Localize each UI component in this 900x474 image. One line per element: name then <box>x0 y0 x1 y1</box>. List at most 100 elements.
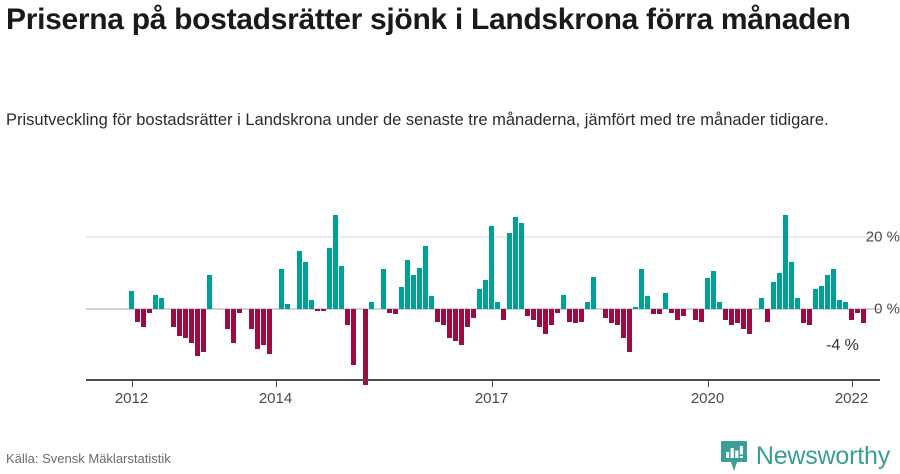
brand-name: Newsworthy <box>755 441 890 470</box>
bar <box>399 287 404 309</box>
bar <box>627 309 632 353</box>
y-axis-label: 20 % <box>865 228 900 246</box>
x-axis-tick-mark <box>131 381 133 387</box>
bar <box>717 301 722 309</box>
bar <box>699 309 704 322</box>
bar <box>309 300 314 309</box>
bar <box>483 280 488 309</box>
bar <box>795 298 800 309</box>
bar <box>735 309 740 324</box>
x-axis-label: 2012 <box>114 390 149 407</box>
bar <box>231 309 236 344</box>
bar <box>339 265 344 309</box>
bar <box>723 309 728 320</box>
bar-chart-pin-icon <box>720 441 747 471</box>
bar <box>789 262 794 309</box>
bar <box>813 289 818 309</box>
bar <box>417 267 422 309</box>
bar <box>531 309 536 320</box>
bar <box>489 226 494 309</box>
y-axis-label: 0 % <box>874 300 900 318</box>
bar <box>843 301 848 309</box>
bar <box>255 309 260 349</box>
bar <box>669 309 674 313</box>
bar <box>201 309 206 353</box>
bar <box>621 309 626 338</box>
bar <box>477 289 482 309</box>
bar <box>387 309 392 313</box>
bar <box>195 309 200 356</box>
bar <box>189 309 194 344</box>
bar <box>561 294 566 309</box>
bar <box>657 309 662 315</box>
bar <box>747 309 752 335</box>
bar <box>135 309 140 322</box>
bar <box>495 301 500 309</box>
bar <box>507 233 512 309</box>
bar <box>759 298 764 309</box>
bar <box>441 309 446 326</box>
x-axis-tick-mark <box>275 381 277 387</box>
bar <box>777 273 782 309</box>
bar <box>573 309 578 324</box>
bar <box>645 296 650 309</box>
bar <box>579 309 584 322</box>
bar <box>393 309 398 315</box>
bar <box>369 301 374 309</box>
bar <box>825 274 830 309</box>
bar <box>405 260 410 309</box>
bar <box>543 309 548 335</box>
x-axis-label: 2017 <box>474 390 509 407</box>
bar <box>801 309 806 324</box>
bar <box>267 309 272 354</box>
bar <box>609 309 614 324</box>
bar <box>333 215 338 309</box>
bar <box>555 309 560 313</box>
bar <box>303 262 308 309</box>
bar <box>429 296 434 309</box>
x-axis-tick-mark <box>851 381 853 387</box>
bar <box>639 269 644 309</box>
bar <box>591 276 596 309</box>
bar <box>537 309 542 327</box>
bar <box>447 309 452 338</box>
bar <box>729 309 734 326</box>
gridline-20 <box>86 236 880 238</box>
bar <box>855 309 860 313</box>
bar-series <box>0 195 900 395</box>
bar <box>345 309 350 326</box>
x-axis-line <box>86 379 880 381</box>
bar <box>159 298 164 309</box>
x-axis-tick-mark <box>707 381 709 387</box>
bar <box>297 251 302 309</box>
bar <box>411 274 416 309</box>
bar <box>327 247 332 309</box>
bar <box>381 269 386 309</box>
bar <box>147 309 152 313</box>
bar <box>519 222 524 309</box>
bar <box>633 307 638 309</box>
x-axis-label: 2020 <box>690 390 725 407</box>
bar <box>315 309 320 311</box>
page-title: Priserna på bostadsrätter sjönk i Landsk… <box>6 3 851 36</box>
bar <box>585 301 590 309</box>
x-axis-label: 2014 <box>258 390 293 407</box>
bar <box>279 269 284 309</box>
bar <box>663 292 668 309</box>
newsworthy-logo: Newsworthy <box>720 440 890 472</box>
bar <box>261 309 266 345</box>
chart-subtitle: Prisutveckling för bostadsrätter i Lands… <box>6 111 829 129</box>
bar <box>459 309 464 345</box>
bar <box>141 309 146 327</box>
bar <box>351 309 356 365</box>
bar <box>183 309 188 338</box>
bar <box>783 215 788 309</box>
bar <box>525 309 530 317</box>
bar <box>549 309 554 326</box>
bar <box>363 309 368 385</box>
x-axis-tick-mark <box>491 381 493 387</box>
bar <box>681 309 686 317</box>
bar <box>765 309 770 322</box>
bar <box>453 309 458 342</box>
source-note: Källa: Svensk Mäklarstatistik <box>6 451 171 466</box>
